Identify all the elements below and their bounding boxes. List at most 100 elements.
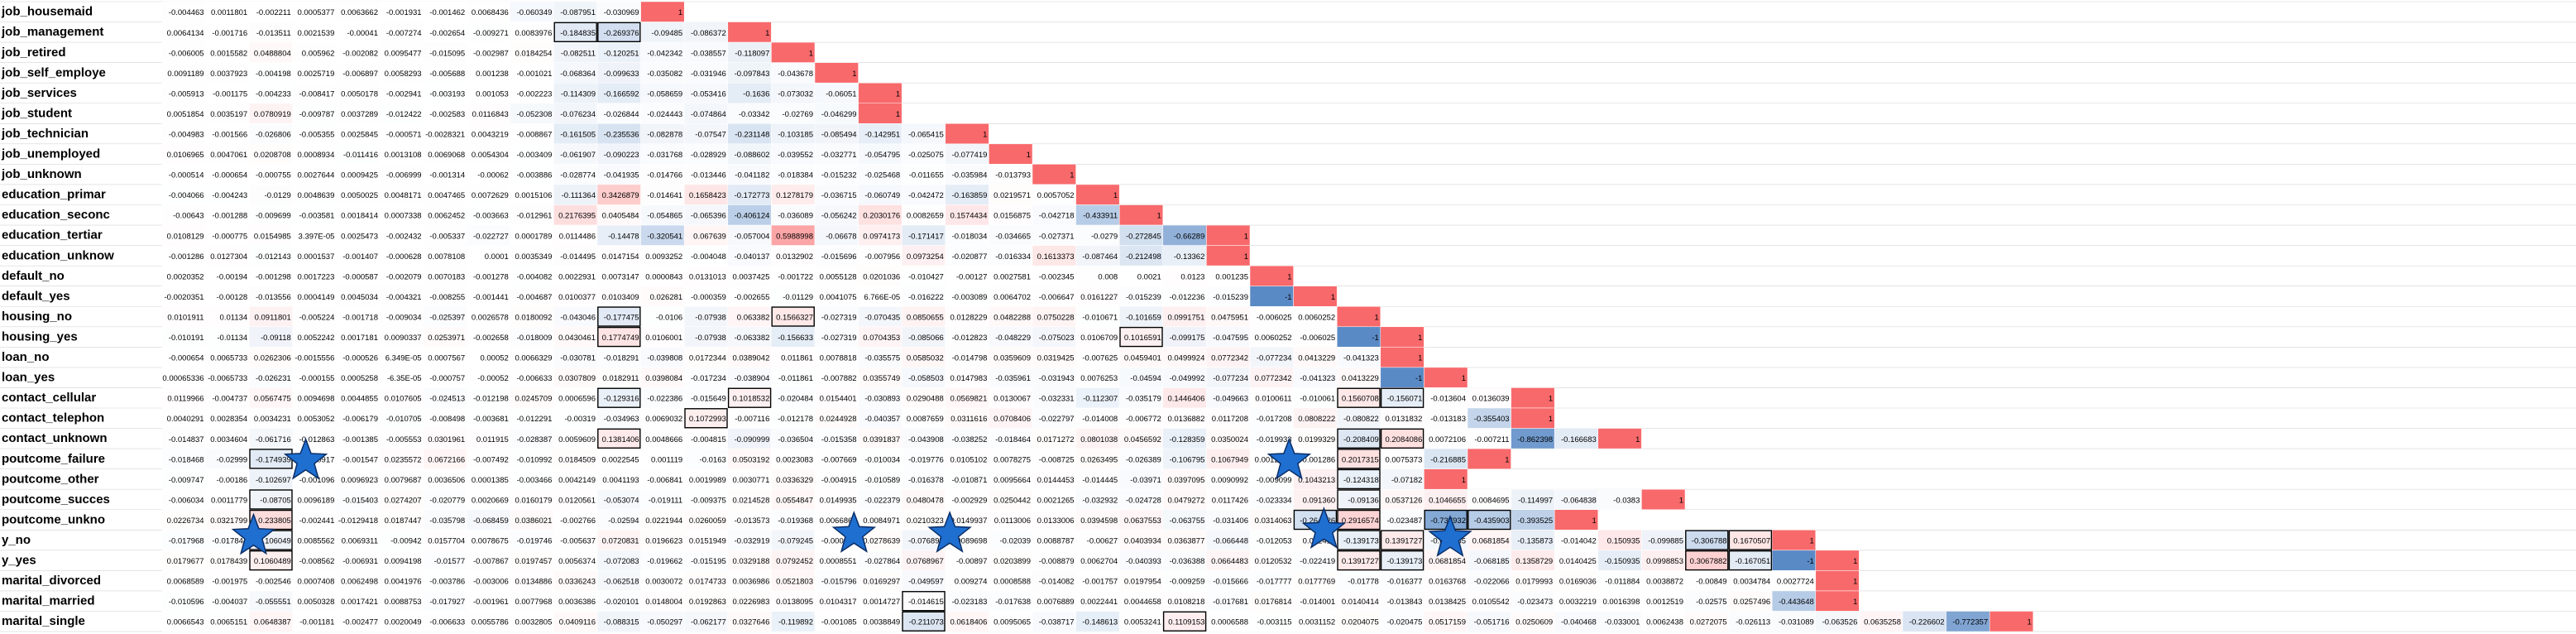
cell-value: -0.167051 xyxy=(1735,557,1770,566)
heatmap-cell xyxy=(1032,590,1076,612)
heatmap-cell xyxy=(1118,204,1164,226)
cell-value: -0.087464 xyxy=(1082,252,1118,262)
heatmap-cell xyxy=(161,448,206,469)
cell-value: -0.082511 xyxy=(561,49,596,58)
heatmap-cell xyxy=(379,367,424,388)
heatmap-cell xyxy=(161,367,206,388)
heatmap-cell xyxy=(1075,570,1120,592)
cell-value: -0.012863 xyxy=(299,435,335,444)
cell-value: -0.020779 xyxy=(429,496,465,505)
heatmap-cell xyxy=(989,265,1033,286)
cell-value: 0.0065151 xyxy=(210,618,247,627)
cell-value: 6.766E-05 xyxy=(864,293,900,302)
heatmap-cell xyxy=(292,286,337,307)
cell-value: 0.0064702 xyxy=(994,293,1031,302)
heatmap-cell xyxy=(510,286,554,307)
cell-value: -0.006633 xyxy=(429,618,465,627)
cell-value: 0.0389042 xyxy=(732,354,769,363)
cell-value: 0.0503192 xyxy=(732,455,769,464)
heatmap-cell xyxy=(161,347,206,368)
cell-value: -0.013843 xyxy=(1387,598,1423,607)
heatmap-cell xyxy=(553,387,598,409)
cell-value: 0.026281 xyxy=(650,293,683,302)
heatmap-cell xyxy=(945,164,989,185)
heatmap-cell xyxy=(553,407,598,429)
heatmap-cell xyxy=(1467,407,1511,429)
heatmap-cell xyxy=(1162,387,1207,409)
cell-value: -0.012236 xyxy=(1170,293,1205,302)
star-icon xyxy=(231,512,276,555)
cell-value: -0.226602 xyxy=(1909,618,1945,627)
cell-value: -0.033001 xyxy=(1605,618,1640,627)
cell-value: 0.0094698 xyxy=(297,395,334,404)
cell-value: -0.041935 xyxy=(604,171,639,180)
cell-value: -0.00643 xyxy=(173,212,204,221)
cell-value: 0.0132902 xyxy=(776,252,813,262)
heatmap-cell xyxy=(510,570,554,592)
heatmap-cell xyxy=(1032,306,1076,328)
cell-value: 0.0973254 xyxy=(907,252,944,262)
cell-value: 0.0028354 xyxy=(210,415,247,424)
cell-value: 0.0991751 xyxy=(1167,313,1204,322)
cell-value: 0.1560708 xyxy=(1342,395,1379,404)
heatmap-cell xyxy=(1206,590,1251,612)
heatmap-cell xyxy=(989,367,1033,388)
heatmap-cell xyxy=(1511,509,1555,531)
cell-value: -0.101659 xyxy=(1126,313,1161,322)
cell-value: 0.0148004 xyxy=(645,598,682,607)
highlight-box xyxy=(249,489,293,510)
heatmap-cell xyxy=(423,224,467,246)
cell-value: 0.0041075 xyxy=(820,293,857,302)
cell-value: -1 xyxy=(1415,374,1422,383)
cell-value: -0.010871 xyxy=(952,476,988,485)
cell-value: -0.052308 xyxy=(517,110,553,119)
cell-value: -0.003681 xyxy=(473,415,509,424)
cell-value: 0.0554847 xyxy=(776,496,813,505)
cell-value: 0.0131013 xyxy=(689,272,726,281)
cell-value: 0.0030771 xyxy=(732,476,769,485)
heatmap-cell xyxy=(727,468,772,490)
cell-value: -0.139173 xyxy=(1343,537,1379,546)
cell-value: 0.0036386 xyxy=(558,598,596,607)
cell-value: 0.0214528 xyxy=(732,496,769,505)
heatmap-cell xyxy=(336,367,381,388)
cell-value: 0.0327646 xyxy=(732,618,769,627)
cell-value: 0.0244928 xyxy=(820,415,857,424)
highlight-box xyxy=(1162,611,1207,632)
heatmap-cell xyxy=(292,611,337,632)
heatmap-cell xyxy=(814,448,859,469)
cell-value: -0.025397 xyxy=(429,313,465,322)
cell-value: -0.017234 xyxy=(691,374,726,383)
cell-value: 0.001235 xyxy=(1215,272,1248,281)
cell-value: 0.0084971 xyxy=(863,516,900,526)
heatmap-cell xyxy=(248,164,294,185)
cell-value: -0.00127 xyxy=(956,272,988,281)
heatmap-cell xyxy=(1075,184,1120,205)
cell-value: -0.087951 xyxy=(560,8,596,17)
cell-value: -0.00942 xyxy=(390,537,422,546)
heatmap-cell xyxy=(161,570,206,592)
heatmap-cell xyxy=(683,62,729,84)
heatmap-cell xyxy=(423,550,467,571)
cell-value: 0.0359609 xyxy=(994,354,1031,363)
row-label: education_primar xyxy=(2,188,106,202)
highlight-box xyxy=(902,611,946,632)
cell-value: 0.00065336 xyxy=(162,374,203,383)
heatmap-cell xyxy=(161,286,206,307)
cell-value: 0.0078675 xyxy=(472,537,509,546)
cell-value: 0.0263495 xyxy=(1080,455,1118,464)
cell-value: -0.036504 xyxy=(778,435,813,444)
heatmap-cell xyxy=(814,164,859,185)
heatmap-cell xyxy=(510,428,554,449)
heatmap-cell xyxy=(683,103,729,124)
heatmap-cell xyxy=(1641,530,1686,551)
cell-value: -0.054795 xyxy=(864,151,900,160)
heatmap-cell xyxy=(858,184,903,205)
heatmap-cell xyxy=(771,245,816,267)
cell-value: -0.011861 xyxy=(778,374,813,383)
cell-value: 0.0107605 xyxy=(385,395,422,404)
cell-value: -0.079245 xyxy=(778,537,813,546)
cell-value: -0.050297 xyxy=(647,618,682,627)
cell-value: -0.041182 xyxy=(735,171,769,180)
cell-value: -0.014766 xyxy=(647,171,682,180)
